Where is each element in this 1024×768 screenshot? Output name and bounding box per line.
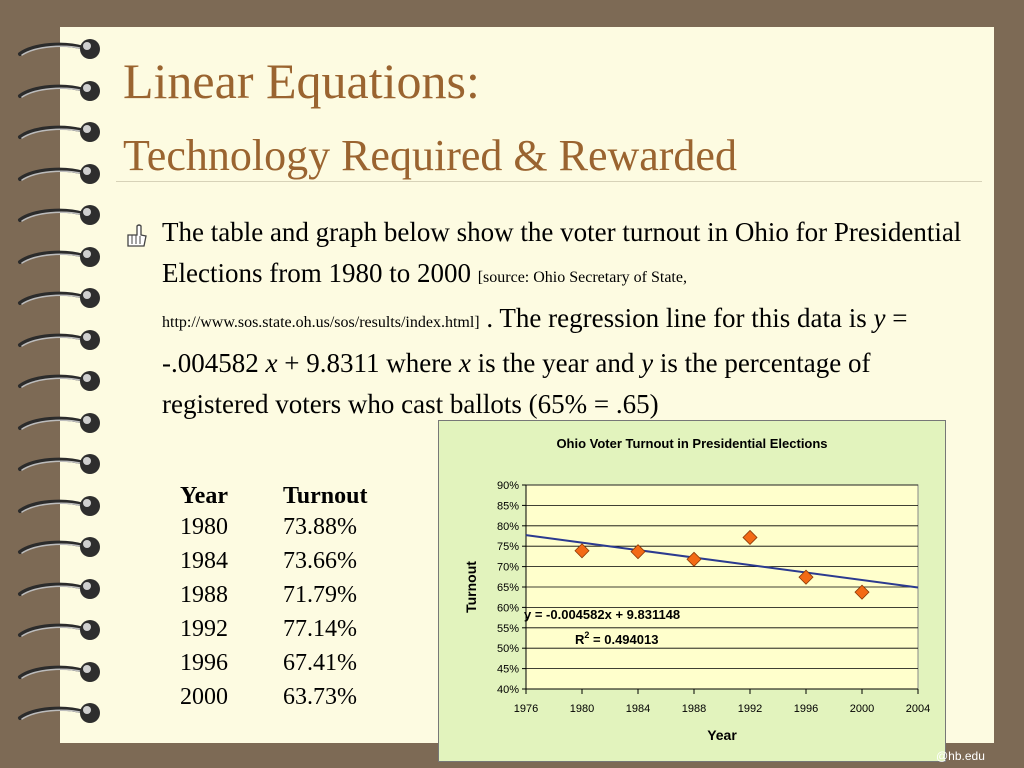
table-row: 1992 77.14% [180, 612, 368, 646]
binding-ring [18, 163, 100, 184]
paragraph-text: + 9.8311 where [277, 348, 459, 378]
cell-year: 1980 [180, 513, 228, 540]
variable-y: y [873, 303, 886, 333]
cell-turnout: 67.41% [283, 649, 357, 676]
y-tick-label: 60% [497, 602, 519, 614]
table-row: 2000 63.73% [180, 680, 368, 714]
x-tick-label: 1996 [794, 703, 818, 715]
cell-year: 1996 [180, 649, 228, 676]
y-tick-label: 40% [497, 684, 519, 696]
binding-ring [18, 537, 100, 557]
cell-turnout: 77.14% [283, 615, 357, 642]
data-point [630, 544, 646, 560]
cell-year: 1984 [180, 547, 228, 574]
paragraph-text: = -.004582 [162, 303, 908, 378]
turnout-chart: Ohio Voter Turnout in Presidential Elect… [438, 420, 946, 762]
binding-ring [18, 495, 100, 516]
y-tick-label: 75% [497, 541, 519, 553]
binding-ring [18, 578, 100, 599]
y-tick-label: 80% [497, 521, 519, 533]
y-tick-label: 50% [497, 643, 519, 655]
data-point [798, 569, 814, 585]
cell-year: 1992 [180, 615, 228, 642]
binding-ring [18, 371, 100, 391]
y-tick-label: 90% [497, 480, 519, 492]
binding-ring [18, 205, 100, 225]
table-row: 1988 71.79% [180, 578, 368, 612]
table-header-row: Year Turnout [180, 482, 368, 510]
data-point [574, 543, 590, 559]
paragraph-text: is the percentage of registered voters w… [162, 348, 871, 419]
paragraph-text: The table and graph below show the voter… [162, 217, 962, 288]
cell-turnout: 73.88% [283, 513, 357, 540]
table-row: 1996 67.41% [180, 646, 368, 680]
r-squared-label: R2 = 0.494013 [575, 630, 658, 647]
paragraph-text: is the year and [470, 348, 642, 378]
x-tick-label: 1988 [682, 703, 706, 715]
y-tick-label: 85% [497, 500, 519, 512]
y-tick-label: 55% [497, 623, 519, 635]
cell-year: 1988 [180, 581, 228, 608]
binding-ring [18, 80, 100, 101]
x-tick-label: 1980 [570, 703, 594, 715]
x-tick-label: 2004 [906, 703, 930, 715]
binding-ring [18, 454, 100, 474]
description-paragraph: The table and graph below show the voter… [162, 212, 977, 425]
binding-ring [18, 412, 100, 433]
x-tick-label: 2000 [850, 703, 874, 715]
trendline [525, 534, 919, 589]
variable-y: y [641, 348, 654, 378]
data-point [742, 529, 758, 546]
variable-x: x [265, 348, 278, 378]
footer-text: @hb.edu [936, 749, 985, 763]
y-axis-label: Turnout [463, 561, 479, 613]
binding-ring [18, 39, 100, 59]
slide-title: Linear Equations: [123, 53, 480, 109]
turnout-table: Year Turnout 1980 73.88% 1984 73.66% 1988 7… [180, 482, 368, 714]
source-url: http://www.sos.state.oh.us/sos/results/i… [162, 314, 480, 331]
cell-year: 2000 [180, 683, 228, 710]
column-header-turnout: Turnout [283, 482, 368, 509]
trendline-equation: y = -0.004582x + 9.831148 [524, 607, 680, 622]
variable-x: x [458, 348, 471, 378]
binding-ring [18, 329, 100, 350]
cell-turnout: 63.73% [283, 683, 357, 710]
binding-ring [18, 246, 100, 267]
data-point [854, 584, 870, 600]
table-row: 1980 73.88% [180, 510, 368, 544]
title-divider [116, 181, 982, 182]
table-row: 1984 73.66% [180, 544, 368, 578]
binding-ring [18, 620, 100, 640]
column-header-year: Year [180, 482, 228, 509]
hand-pointer-icon [127, 224, 147, 247]
cell-turnout: 73.66% [283, 547, 357, 574]
x-tick-label: 1992 [738, 703, 762, 715]
binding-ring [18, 122, 100, 142]
y-tick-label: 70% [497, 562, 519, 574]
chart-title: Ohio Voter Turnout in Presidential Elect… [556, 436, 827, 451]
cell-turnout: 71.79% [283, 581, 357, 608]
chart-svg: Ohio Voter Turnout in Presidential Elect… [463, 436, 930, 743]
x-tick-label: 1976 [514, 703, 538, 715]
binding-ring [18, 703, 100, 723]
y-tick-label: 45% [497, 664, 519, 676]
binding-ring [18, 661, 100, 682]
paragraph-text: . The regression line for this data is [479, 303, 874, 333]
x-axis-label: Year [707, 727, 737, 743]
source-citation: [source: Ohio Secretary of State, [477, 269, 687, 286]
slide-subtitle: Technology Required & Rewarded [123, 131, 737, 180]
x-tick-label: 1984 [626, 703, 650, 715]
y-tick-label: 65% [497, 582, 519, 594]
data-point [686, 551, 702, 567]
turnout-table-container: Year Turnout 1980 73.88% 1984 73.66% 1988 7… [180, 482, 368, 714]
binding-ring [18, 288, 100, 308]
